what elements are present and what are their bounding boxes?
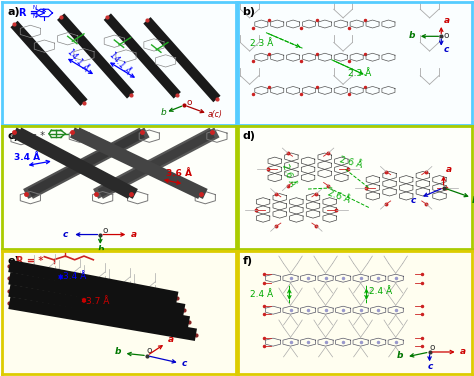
Text: 2.4 Å: 2.4 Å <box>369 287 392 296</box>
Text: R = *: R = * <box>17 256 44 266</box>
Text: b): b) <box>243 7 255 17</box>
Text: a: a <box>131 230 137 239</box>
Text: a(c): a(c) <box>208 111 222 120</box>
Text: 3.4 Å: 3.4 Å <box>14 153 40 162</box>
Text: c: c <box>427 362 433 371</box>
Text: o: o <box>187 98 192 107</box>
Text: a: a <box>460 347 466 356</box>
Text: f): f) <box>243 256 253 266</box>
Text: 14.1 Å: 14.1 Å <box>65 47 90 73</box>
Text: a): a) <box>7 7 19 17</box>
Text: b: b <box>409 30 415 39</box>
Text: 2.6 Å: 2.6 Å <box>327 188 352 205</box>
Text: c: c <box>411 196 416 205</box>
Text: 3.6 Å: 3.6 Å <box>165 168 191 177</box>
Text: 3.7 Å: 3.7 Å <box>86 297 109 306</box>
Text: a: a <box>168 335 174 344</box>
Text: c: c <box>63 230 68 239</box>
Text: b: b <box>98 245 104 254</box>
Text: 3.4 Å: 3.4 Å <box>63 273 86 282</box>
Text: a: a <box>444 16 450 25</box>
Text: R = *: R = * <box>18 131 45 141</box>
Text: N: N <box>33 5 37 10</box>
Text: b: b <box>472 196 474 205</box>
Text: a: a <box>446 165 452 174</box>
Text: 2.3 Å: 2.3 Å <box>250 39 273 48</box>
Text: e): e) <box>7 256 19 266</box>
Text: 2.6 Å: 2.6 Å <box>338 155 363 170</box>
Text: c: c <box>444 45 449 54</box>
Text: b: b <box>161 108 167 117</box>
Text: N: N <box>33 14 37 19</box>
Text: 14.1 Å: 14.1 Å <box>107 50 132 76</box>
Text: o: o <box>103 226 108 235</box>
Text: o: o <box>444 30 449 39</box>
Text: b: b <box>397 351 403 360</box>
Text: c: c <box>182 358 187 367</box>
Text: R = *: R = * <box>18 8 46 18</box>
Text: o: o <box>429 343 435 352</box>
Text: 2.3 Å: 2.3 Å <box>348 69 371 78</box>
Text: c): c) <box>7 131 19 141</box>
Text: o: o <box>147 346 153 355</box>
Text: 2.4 Å: 2.4 Å <box>250 290 273 299</box>
Text: d): d) <box>243 131 255 141</box>
Text: 2.6 Å: 2.6 Å <box>280 162 296 187</box>
Text: b: b <box>114 347 121 356</box>
